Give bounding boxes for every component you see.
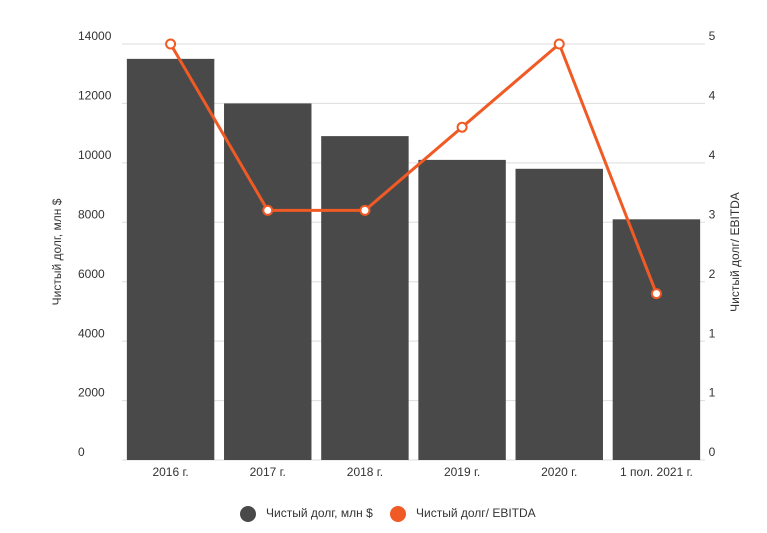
x-tick-label: 1 пол. 2021 г. xyxy=(620,465,693,479)
y2-tick-label: 4 xyxy=(709,89,716,103)
legend-label: Чистый долг, млн $ xyxy=(266,506,373,520)
y2-tick-label: 2 xyxy=(709,267,716,281)
x-tick-label: 2016 г. xyxy=(152,465,188,479)
point xyxy=(262,204,274,216)
legend-marker xyxy=(390,506,406,522)
point xyxy=(553,38,565,50)
bar xyxy=(321,136,409,460)
point xyxy=(456,121,468,133)
x-tick-label: 2017 г. xyxy=(250,465,286,479)
point xyxy=(650,288,662,300)
bar xyxy=(418,159,506,460)
y-tick-label: 2000 xyxy=(78,386,105,400)
point xyxy=(359,204,371,216)
point xyxy=(165,38,177,50)
legend-marker xyxy=(240,506,256,522)
y-axis-title: Чистый долг, млн $ xyxy=(50,198,64,305)
y2-tick-label: 5 xyxy=(709,29,716,43)
bar xyxy=(515,168,603,461)
x-tick-label: 2020 г. xyxy=(541,465,577,479)
bar xyxy=(126,58,215,460)
x-tick-label: 2018 г. xyxy=(347,465,383,479)
y-tick-label: 0 xyxy=(78,445,85,459)
y-tick-label: 10000 xyxy=(78,148,112,162)
legend-label: Чистый долг/ EBITDA xyxy=(416,506,536,520)
bar xyxy=(612,219,701,460)
y-tick-label: 12000 xyxy=(78,89,112,103)
y2-tick-label: 1 xyxy=(709,326,716,340)
y2-tick-label: 4 xyxy=(709,148,716,162)
x-tick-label: 2019 г. xyxy=(444,465,480,479)
y-tick-label: 4000 xyxy=(78,326,105,340)
y2-tick-label: 3 xyxy=(709,207,716,221)
y-tick-label: 8000 xyxy=(78,207,105,221)
y-tick-label: 6000 xyxy=(78,267,105,281)
y-tick-label: 14000 xyxy=(78,29,112,43)
line xyxy=(169,41,658,295)
y2-tick-label: 1 xyxy=(709,386,716,400)
y2-axis-title: Чистый долг/ EBITDA xyxy=(728,192,742,312)
y2-tick-label: 0 xyxy=(709,445,716,459)
